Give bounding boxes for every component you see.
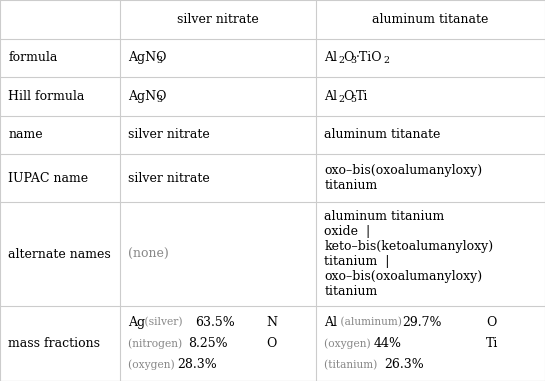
Text: O: O [486,316,496,329]
Text: name: name [8,128,43,141]
Text: aluminum titanate: aluminum titanate [372,13,489,26]
Text: (aluminum): (aluminum) [337,317,405,327]
Text: 3: 3 [156,56,162,65]
Text: ·TiO: ·TiO [356,51,382,64]
Text: (nitrogen): (nitrogen) [128,338,186,349]
Text: Hill formula: Hill formula [8,90,84,103]
Text: 3: 3 [350,56,356,65]
Text: aluminum titanium
oxide  |
keto–bis(ketoalumanyloxy)
titanium  |
oxo–bis(oxoalum: aluminum titanium oxide | keto–bis(ketoa… [324,210,493,298]
Text: silver nitrate: silver nitrate [177,13,259,26]
Text: Al: Al [324,90,337,103]
Text: Ag: Ag [128,316,145,329]
Text: AgNO: AgNO [128,51,167,64]
Text: 3: 3 [156,95,162,104]
Text: (titanium): (titanium) [324,360,381,370]
Text: AgNO: AgNO [128,90,167,103]
Text: (silver): (silver) [141,317,186,327]
Text: 8.25%: 8.25% [188,337,227,350]
Text: 2: 2 [384,56,390,65]
Text: (oxygen): (oxygen) [324,338,374,349]
Text: 28.3%: 28.3% [177,358,217,371]
Text: 29.7%: 29.7% [402,316,441,329]
Text: alternate names: alternate names [8,248,111,261]
Text: mass fractions: mass fractions [8,337,100,350]
Text: oxo–bis(oxoalumanyloxy)
titanium: oxo–bis(oxoalumanyloxy) titanium [324,164,482,192]
Text: 63.5%: 63.5% [195,316,235,329]
Text: O: O [343,90,354,103]
Text: N: N [267,316,277,329]
Text: formula: formula [8,51,58,64]
Text: silver nitrate: silver nitrate [128,172,210,185]
Text: Al: Al [324,51,337,64]
Text: 2: 2 [338,56,344,65]
Text: Ti: Ti [486,337,499,350]
Text: 5: 5 [350,95,356,104]
Text: Ti: Ti [356,90,368,103]
Text: O: O [343,51,354,64]
Text: silver nitrate: silver nitrate [128,128,210,141]
Text: 2: 2 [338,95,344,104]
Text: IUPAC name: IUPAC name [8,172,88,185]
Text: O: O [267,337,277,350]
Text: 26.3%: 26.3% [384,358,424,371]
Text: Al: Al [324,316,337,329]
Text: 44%: 44% [373,337,401,350]
Text: (none): (none) [128,248,169,261]
Text: aluminum titanate: aluminum titanate [324,128,441,141]
Text: (oxygen): (oxygen) [128,359,178,370]
